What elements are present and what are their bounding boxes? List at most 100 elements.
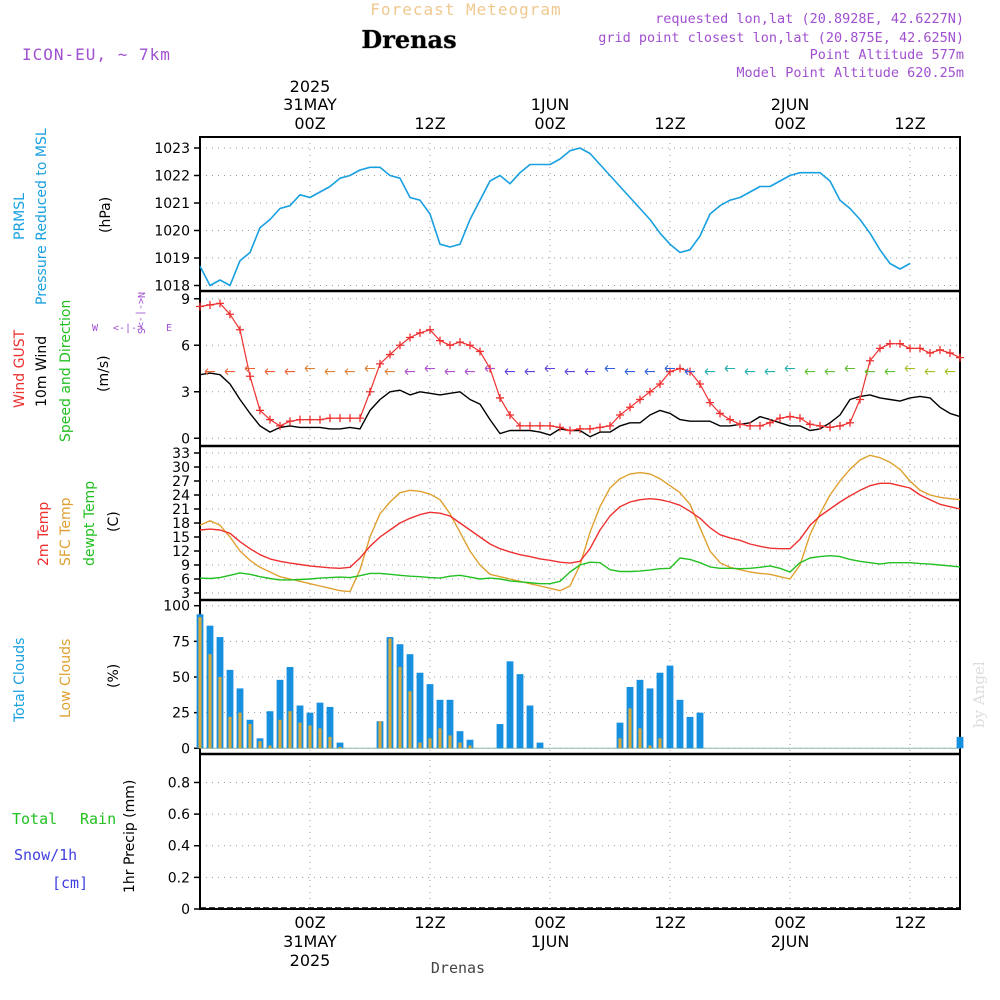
wind-ytick-label: 9 [181,292,190,308]
bottom-time-axis: 00Z 12Z 00Z 12Z 00Z 12Z 31MAY 1JUN 2JUN 2025 [283,913,926,970]
total-cloud-bar [516,674,524,749]
gust-marker [276,421,284,430]
gust-marker [856,395,864,404]
wind-direction-arrow [524,368,535,375]
wind-label: 10m Wind [34,336,50,407]
total-cloud-bar [416,672,424,749]
total-cloud-bar [226,669,234,749]
gust-marker [296,415,304,424]
footer-name: Drenas [431,959,485,977]
low-cloud-bar [208,654,212,749]
dew-label: dewpt Temp [82,481,98,566]
gust-marker [886,339,894,348]
gust-marker [386,350,394,359]
wind-direction-arrow [604,365,615,372]
gust-marker [366,387,374,396]
low-cloud-bar [258,741,262,749]
dir-label: Speed and Direction [58,300,74,442]
low-cloud-bar [388,638,392,749]
low-cloud-bar [198,617,202,749]
temp-ytick-label: 12 [172,544,190,560]
bottom-tick-label: 12Z [894,913,925,932]
temp-labels: 2m Temp SFC Temp dewpt Temp (C) [36,481,122,566]
wind-direction-arrow [624,368,635,375]
precip-labels: Total Rain Snow/1h [cm] 1hr Precip (mm) [12,780,138,893]
low-cloud-bar [318,728,322,749]
gust-marker [436,336,444,345]
gust-marker [906,344,914,353]
gust-marker [306,415,314,424]
pressure-labels: PRMSL Pressure Reduced to MSL (hPa) [12,128,114,305]
top-year-label: 2025 [290,77,331,96]
pressure-ytick-label: 1021 [154,196,190,212]
clouds-unit: (%) [106,664,122,688]
gust-marker [696,380,704,388]
pressure-ytick-label: 1020 [154,224,190,240]
gust-marker [396,341,404,350]
gust-marker [776,414,784,423]
temp-ytick-label: 30 [172,460,190,476]
gust-marker [746,421,754,430]
total-cloud-bar [446,699,454,749]
wind-unit: (m/s) [96,355,112,392]
wind-ytick-label: 0 [181,431,190,447]
wind-direction-arrow [804,368,815,375]
gust-marker [526,421,534,430]
precip-panel: 0 0.2 0.4 0.6 0.8 [168,753,961,918]
gust-marker [826,423,834,432]
gust-marker [816,421,824,430]
gust-marker [866,356,874,365]
pressure-ytick-label: 1019 [154,251,190,267]
low-cloud-bar [428,738,432,749]
gust-marker [596,423,604,432]
total-cloud-bar [276,679,284,749]
wind-direction-arrow [344,368,355,375]
gust-marker [336,414,344,423]
temp-ytick-label: 15 [172,530,190,546]
wind-direction-arrow [504,368,515,375]
wind-direction-arrow [564,368,575,375]
bottom-date-label: 2JUN [771,932,810,951]
precip-ytick-label: 0.4 [168,839,190,855]
top-time-axis: 00Z 12Z 00Z 12Z 00Z 12Z 31MAY 1JUN 2JUN 2025 [283,77,926,133]
bottom-tick-label: 00Z [534,913,565,932]
low-cloud-bar [638,728,642,749]
total-cloud-bar [456,731,464,749]
wind-direction-arrow [764,368,775,375]
low-cloud-bar [248,724,252,749]
gust-marker [766,418,774,427]
info-line-3: Point Altitude 577m [810,47,964,63]
dewpt-line [199,555,961,585]
total-cloud-bar [676,699,684,749]
wind-direction-arrow [384,368,395,375]
compass-vertical: N<-|->S [135,292,146,334]
snow-label: Snow/1h [14,846,77,864]
bottom-year-label: 2025 [290,951,331,970]
wind-direction-arrow [364,365,375,372]
wind-direction-arrow [904,365,915,372]
wind-direction-arrow [424,365,435,372]
info-line-4: Model Point Altitude 620.25m [736,65,964,81]
gust-label: Wind GUST [12,329,28,408]
cloud-labels: Total Clouds Low Clouds (%) [12,638,122,723]
temp-unit: (C) [106,511,122,532]
gust-marker [936,345,944,354]
wind-direction-arrow [404,368,415,375]
temp-ytick-label: 24 [172,488,190,504]
gust-marker [246,372,254,381]
gust-marker [376,359,384,368]
wind-direction-arrow [684,368,695,375]
wind-direction-arrow [784,365,795,372]
wind-direction-arrow [584,368,595,375]
top-tick-label: 12Z [414,114,445,133]
top-tick-label: 12Z [654,114,685,133]
low-cloud-bar [468,745,472,749]
prmsl-line [199,147,911,287]
precip-ytick-label: 0.6 [168,807,190,823]
total-cloud-bar [666,665,674,749]
top-tick-label: 00Z [774,114,805,133]
gust-marker [406,333,414,342]
gust-marker [876,344,884,353]
top-date-label: 2JUN [771,95,810,114]
